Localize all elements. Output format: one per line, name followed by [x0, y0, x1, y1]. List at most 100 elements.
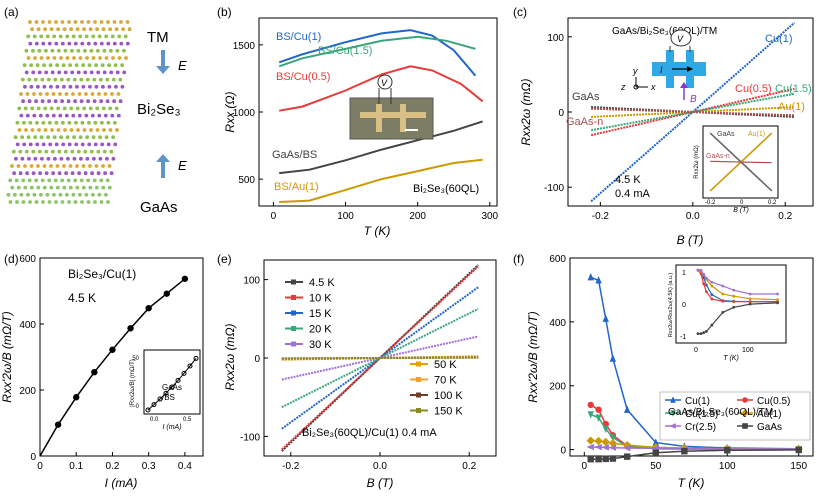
- atom: [19, 113, 24, 118]
- data-point: [601, 437, 610, 447]
- atom: [60, 41, 65, 46]
- atom: [104, 56, 109, 60]
- inset-xtick: 100: [742, 347, 754, 354]
- atom: [86, 178, 91, 183]
- atom: [91, 192, 95, 197]
- atom: [28, 120, 33, 125]
- atom: [92, 178, 97, 183]
- atom: [36, 84, 40, 89]
- inset-point: [187, 363, 193, 369]
- atom: [69, 128, 74, 132]
- atom: [33, 135, 37, 140]
- crystal-atoms: [6, 20, 132, 204]
- atom: [60, 200, 65, 204]
- atom: [26, 34, 31, 39]
- legend-gaas: GaAs: [572, 91, 600, 103]
- atom: [76, 149, 81, 154]
- data-point: [652, 438, 659, 446]
- atom: [32, 92, 36, 96]
- panel-f-caption: GaAs/Bi₂Se₃(60QL)/TM: [668, 407, 773, 418]
- axis-y-label: y: [632, 66, 638, 76]
- atom: [86, 20, 91, 24]
- atom: [114, 106, 119, 111]
- atom: [68, 84, 73, 89]
- atom: [46, 77, 51, 82]
- atom: [43, 27, 47, 32]
- atom: [48, 63, 53, 68]
- inset-point: [702, 282, 706, 286]
- atom: [70, 48, 74, 53]
- atom: [52, 34, 57, 39]
- atom: [102, 48, 107, 53]
- atom: [34, 99, 38, 104]
- y-axis-label: Rxx'2ω/B (mΩ/T): [526, 311, 540, 402]
- data-point: [608, 444, 617, 451]
- atom: [26, 135, 31, 140]
- inset-point: [151, 402, 157, 408]
- y-axis-label: Rxx'2ω/B (mΩ/T): [0, 311, 14, 402]
- legend-label: Cr(2.5): [685, 422, 716, 433]
- data-point: [652, 449, 659, 457]
- atom: [83, 48, 87, 53]
- atom: [32, 113, 37, 118]
- atom: [73, 178, 78, 183]
- data-point: [609, 354, 617, 362]
- atom: [15, 120, 20, 125]
- atom: [94, 185, 99, 190]
- atom: [32, 192, 37, 197]
- atom: [29, 185, 34, 190]
- x-axis-label: T (K): [678, 476, 705, 490]
- atom: [116, 113, 121, 118]
- series-line-1: [278, 35, 476, 68]
- atom: [100, 120, 104, 125]
- inset-plot: GaAs Au(1) GaAs-n -0.2 0 0.2 B (T) Rxx2ω…: [694, 125, 779, 214]
- y-tick-label: 200: [549, 382, 566, 393]
- atom: [60, 178, 65, 183]
- inset-point: [732, 294, 736, 298]
- atom: [56, 27, 60, 32]
- atom: [39, 56, 44, 60]
- atom: [62, 164, 66, 168]
- atom: [50, 48, 55, 53]
- atom: [53, 99, 58, 104]
- atom: [88, 84, 92, 89]
- atom: [125, 41, 130, 46]
- atom: [33, 77, 38, 82]
- y-axis-label: Rxx2ω (mΩ): [223, 323, 237, 390]
- atom: [96, 149, 101, 154]
- inset-point: [748, 297, 752, 301]
- legend-marker: [416, 377, 421, 382]
- atom: [62, 106, 67, 111]
- hall-bar-diagram: V I B y z x: [620, 29, 706, 105]
- inset-point: [748, 292, 752, 296]
- data-point: [145, 304, 152, 312]
- legend-label: Cu(1): [685, 396, 710, 407]
- atom: [68, 63, 72, 68]
- atom: [89, 149, 94, 154]
- atom: [38, 171, 42, 176]
- data-point: [622, 440, 632, 450]
- atom: [81, 164, 86, 168]
- data-series: [586, 272, 803, 463]
- atom: [54, 142, 59, 147]
- atom: [44, 171, 49, 176]
- atom: [75, 185, 80, 190]
- atom: [57, 48, 61, 53]
- atom: [68, 185, 73, 190]
- atom: [22, 142, 27, 147]
- atom: [74, 63, 79, 68]
- atom: [21, 99, 25, 104]
- atom: [89, 48, 94, 53]
- atom: [66, 178, 71, 183]
- data-point: [587, 455, 594, 463]
- atom: [20, 77, 25, 82]
- atom: [62, 27, 67, 32]
- atom: [102, 128, 106, 132]
- atom: [118, 77, 123, 82]
- plot-title: GaAs/Bi₂Se₃(60QL)/TM: [612, 26, 717, 37]
- atom: [88, 185, 93, 190]
- atom: [112, 41, 117, 46]
- y-tick-label: -100: [240, 432, 260, 443]
- atom: [49, 106, 54, 111]
